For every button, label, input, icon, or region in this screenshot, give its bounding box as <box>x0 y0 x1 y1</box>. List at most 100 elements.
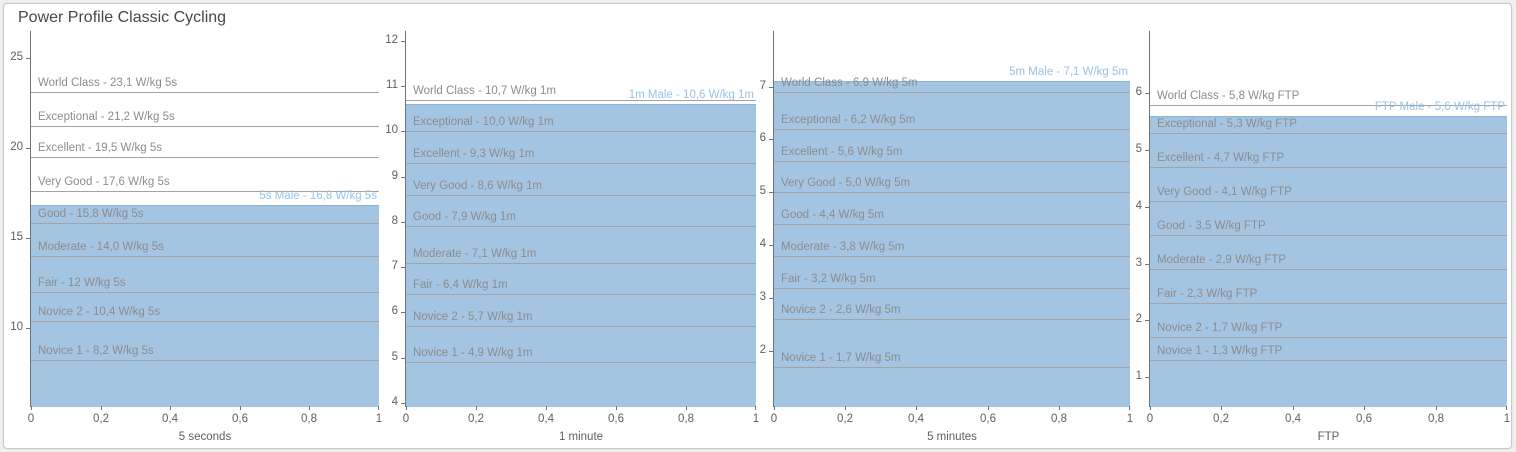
y-tick <box>769 139 773 140</box>
threshold-label: Excellent - 4,7 W/kg FTP <box>1157 152 1285 164</box>
plot-ftp: World Class - 5,8 W/kg FTP Exceptional - … <box>1136 31 1510 443</box>
x-tick-label: 0,6 <box>980 413 996 425</box>
x-tick-label: 0 <box>770 413 778 425</box>
threshold-label: Excellent - 19,5 W/kg 5s <box>38 142 162 154</box>
x-tick-label: 0 <box>27 413 35 425</box>
threshold-label: Exceptional - 10,0 W/kg 1m <box>413 116 554 128</box>
x-tick <box>1059 406 1060 410</box>
y-tick <box>1145 150 1149 151</box>
athlete-label: FTP Male - 5,6 W/kg FTP <box>1374 101 1505 113</box>
threshold-line <box>406 195 756 196</box>
y-tick-label: 6 <box>759 132 766 144</box>
y-tick-label: 4 <box>1135 200 1142 212</box>
threshold-label: Moderate - 7,1 W/kg 1m <box>413 248 537 260</box>
x-tick <box>31 406 32 410</box>
y-tick <box>401 86 405 87</box>
y-tick-label: 2 <box>759 344 766 356</box>
threshold-line <box>1150 133 1507 134</box>
y-tick-label: 8 <box>391 215 398 227</box>
threshold-label: Very Good - 8,6 W/kg 1m <box>413 180 543 192</box>
plot-5-minutes: World Class - 6,9 W/kg 5m Exceptional - 6… <box>760 31 1133 443</box>
x-tick <box>1150 406 1151 410</box>
y-tick-label: 12 <box>385 34 398 46</box>
x-tick <box>476 406 477 410</box>
threshold-label: Exceptional - 6,2 W/kg 5m <box>781 114 916 126</box>
threshold-label: Novice 1 - 4,9 W/kg 1m <box>413 347 533 359</box>
y-tick <box>769 351 773 352</box>
threshold-line <box>406 100 756 101</box>
x-tick-label: 1 <box>1503 413 1511 425</box>
threshold-label: Fair - 3,2 W/kg 5m <box>781 273 876 285</box>
y-tick <box>26 328 30 329</box>
y-tick-label: 1 <box>1135 370 1142 382</box>
x-tick <box>240 406 241 410</box>
x-tick <box>988 406 989 410</box>
x-tick-label: 0,6 <box>608 413 624 425</box>
chart-area: World Class - 23,1 W/kg 5s Exceptional - … <box>4 4 1511 448</box>
x-tick-label: 0,2 <box>837 413 853 425</box>
x-tick <box>378 406 379 410</box>
threshold-label: Fair - 6,4 W/kg 1m <box>413 279 508 291</box>
threshold-label: World Class - 5,8 W/kg FTP <box>1157 90 1300 102</box>
x-tick-label: 0,8 <box>1051 413 1067 425</box>
threshold-line <box>1150 337 1507 338</box>
threshold-label: Novice 1 - 1,7 W/kg 5m <box>781 352 901 364</box>
threshold-line <box>1150 201 1507 202</box>
x-tick <box>916 406 917 410</box>
y-tick-label: 3 <box>759 291 766 303</box>
x-tick-label: 0,2 <box>1213 413 1229 425</box>
threshold-line <box>774 129 1130 130</box>
y-tick-label: 15 <box>10 231 23 243</box>
y-tick-label: 4 <box>391 396 398 408</box>
threshold-line <box>1150 235 1507 236</box>
y-tick <box>1145 93 1149 94</box>
threshold-label: Novice 2 - 2,6 W/kg 5m <box>781 304 901 316</box>
threshold-line <box>31 157 379 158</box>
athlete-label: 1m Male - 10,6 W/kg 1m <box>628 89 754 101</box>
x-tick <box>101 406 102 410</box>
x-tick-label: 0,6 <box>1356 413 1372 425</box>
x-tick-label: 0,4 <box>908 413 924 425</box>
threshold-line <box>406 263 756 264</box>
threshold-label: Fair - 2,3 W/kg FTP <box>1157 288 1258 300</box>
x-tick <box>616 406 617 410</box>
x-tick-label: 0,4 <box>1285 413 1301 425</box>
athlete-label: 5m Male - 7,1 W/kg 5m <box>1009 66 1128 78</box>
y-tick-label: 7 <box>759 80 766 92</box>
threshold-line <box>31 292 379 293</box>
threshold-line <box>774 367 1130 368</box>
y-tick-label: 25 <box>10 51 23 63</box>
x-tick-label: 0 <box>1146 413 1154 425</box>
y-tick <box>401 41 405 42</box>
x-tick <box>774 406 775 410</box>
threshold-line <box>774 256 1130 257</box>
x-axis-title: 5 minutes <box>927 431 977 443</box>
plot-5-seconds: World Class - 23,1 W/kg 5s Exceptional - … <box>10 31 382 443</box>
threshold-line <box>406 294 756 295</box>
threshold-label: Good - 3,5 W/kg FTP <box>1157 220 1266 232</box>
threshold-line <box>774 224 1130 225</box>
y-tick <box>1145 377 1149 378</box>
threshold-label: Exceptional - 5,3 W/kg FTP <box>1157 118 1297 130</box>
threshold-line <box>1150 360 1507 361</box>
threshold-label: Exceptional - 21,2 W/kg 5s <box>38 111 175 123</box>
y-tick <box>401 358 405 359</box>
threshold-line <box>31 191 379 192</box>
y-tick <box>769 298 773 299</box>
y-tick <box>769 87 773 88</box>
threshold-label: Good - 7,9 W/kg 1m <box>413 211 516 223</box>
y-tick-label: 5 <box>759 185 766 197</box>
threshold-label: Moderate - 2,9 W/kg FTP <box>1157 254 1287 266</box>
y-tick-label: 11 <box>386 79 398 91</box>
threshold-label: Excellent - 9,3 W/kg 1m <box>413 148 535 160</box>
chart-title: Power Profile Classic Cycling <box>18 9 227 26</box>
y-tick-label: 6 <box>391 305 398 317</box>
threshold-line <box>406 163 756 164</box>
threshold-label: Good - 4,4 W/kg 5m <box>781 209 884 221</box>
x-tick <box>1129 406 1130 410</box>
threshold-label: World Class - 23,1 W/kg 5s <box>38 77 178 89</box>
x-tick-label: 0,6 <box>232 413 248 425</box>
x-axis-title: 1 minute <box>558 431 604 443</box>
threshold-label: Very Good - 5,0 W/kg 5m <box>781 177 911 189</box>
threshold-label: Novice 2 - 5,7 W/kg 1m <box>413 311 533 323</box>
